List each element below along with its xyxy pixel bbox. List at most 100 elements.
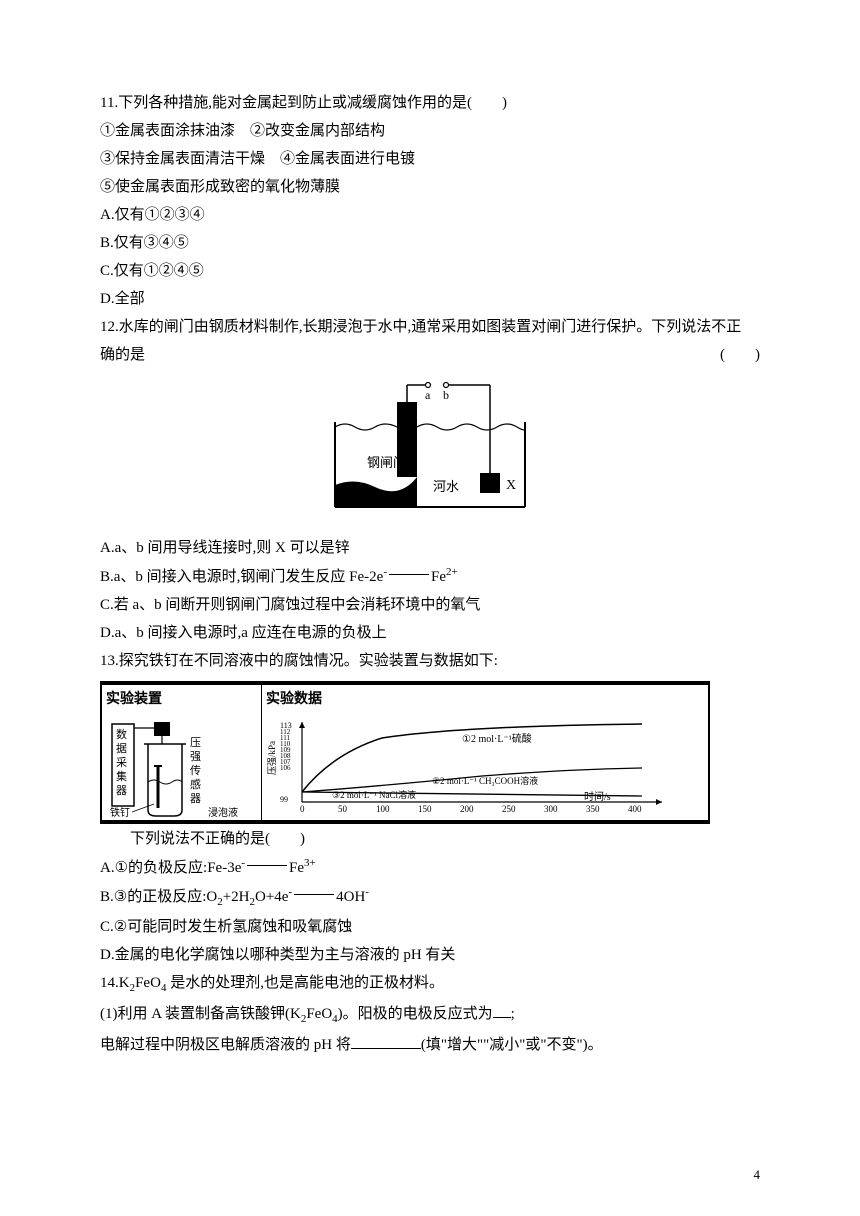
page-number: 4: [754, 1163, 761, 1186]
arrow-icon: [294, 894, 334, 895]
q11-opt1: ①金属表面涂抹油漆 ②改变金属内部结构: [100, 118, 760, 145]
svg-text:钢闸门: 钢闸门: [367, 455, 406, 470]
text: 实验装置: [106, 692, 162, 707]
svg-text:压强/kPa: 压强/kPa: [267, 741, 277, 775]
svg-text:感: 感: [190, 778, 201, 791]
svg-text:器: 器: [190, 792, 201, 805]
svg-text:传: 传: [190, 764, 201, 777]
text: +2H: [223, 889, 250, 905]
sup: -: [288, 886, 292, 898]
svg-text:压: 压: [190, 736, 201, 749]
text: C.仅有①②④⑤: [100, 263, 204, 279]
svg-text:②2 mol·L⁻¹ CH₃COOH溶液: ②2 mol·L⁻¹ CH₃COOH溶液: [432, 775, 538, 786]
q12-figure: a b 钢闸门 河水 X: [100, 377, 760, 527]
svg-text:b: b: [443, 388, 449, 402]
text: 14.K: [100, 975, 130, 991]
text: O+4e: [255, 889, 288, 905]
q13-b: B.③的正极反应:O2+2H2O+4e-4OH-: [100, 883, 760, 913]
q12-c: C.若 a、b 间断开则钢闸门腐蚀过程中会消耗环境中的氧气: [100, 592, 760, 619]
q11-d: D.全部: [100, 286, 760, 313]
q11-stem: 11.下列各种措施,能对金属起到防止或减缓腐蚀作用的是( ): [100, 90, 760, 117]
sup: -: [241, 857, 245, 869]
text: C.若 a、b 间断开则钢闸门腐蚀过程中会消耗环境中的氧气: [100, 597, 480, 613]
text: ①金属表面涂抹油漆 ②改变金属内部结构: [100, 123, 385, 139]
q12-a: A.a、b 间用导线连接时,则 X 可以是锌: [100, 535, 760, 562]
text: 11.下列各种措施,能对金属起到防止或减缓腐蚀作用的是( ): [100, 95, 507, 111]
svg-text:浸泡液: 浸泡液: [208, 806, 238, 819]
text: A.①的负极反应:Fe-3e: [100, 860, 241, 876]
text: 实验数据: [266, 692, 322, 707]
svg-text:350: 350: [586, 804, 600, 814]
text: FeO: [306, 1006, 332, 1022]
q11-opt2: ③保持金属表面清洁干燥 ④金属表面进行电镀: [100, 146, 760, 173]
svg-text:时间/s: 时间/s: [584, 790, 611, 803]
table-header-right: 实验数据: [262, 685, 708, 714]
q13-stem: 13.探究铁钉在不同溶液中的腐蚀情况。实验装置与数据如下:: [100, 648, 760, 675]
svg-text:X: X: [506, 478, 516, 493]
q13-figure: 实验装置 数 据 采 集 器: [100, 681, 760, 824]
text: A.仅有①②③④: [100, 207, 205, 223]
q11-b: B.仅有③④⑤: [100, 230, 760, 257]
text: 4: [754, 1167, 761, 1182]
q12-stem2: 确的是 ( ): [100, 342, 760, 369]
svg-text:0: 0: [300, 804, 305, 814]
svg-text:河水: 河水: [433, 479, 459, 494]
q12-d: D.a、b 间接入电源时,a 应连在电源的负极上: [100, 620, 760, 647]
text: 是水的处理剂,也是高能电池的正极材料。: [166, 975, 444, 991]
text: 确的是: [100, 342, 145, 369]
svg-text:强: 强: [190, 751, 201, 763]
sup: 2+: [446, 566, 458, 578]
text: (1)利用 A 装置制备高铁酸钾(K: [100, 1006, 301, 1022]
q13-a: A.①的负极反应:Fe-3e- Fe3+: [100, 854, 760, 882]
blank-input[interactable]: [351, 1031, 421, 1049]
text: ③保持金属表面清洁干燥 ④金属表面进行电镀: [100, 151, 415, 167]
svg-text:器: 器: [116, 784, 127, 797]
svg-text:50: 50: [338, 804, 348, 814]
arrow-icon: [389, 574, 429, 575]
text: FeO: [135, 975, 161, 991]
svg-text:采: 采: [116, 756, 127, 769]
text: )。阳极的电极反应式为: [338, 1006, 493, 1022]
q11-opt3: ⑤使金属表面形成致密的氧化物薄膜: [100, 174, 760, 201]
svg-text:106: 106: [280, 764, 291, 772]
svg-text:200: 200: [460, 804, 474, 814]
text: B.仅有③④⑤: [100, 235, 189, 251]
text: B.a、b 间接入电源时,钢闸门发生反应 Fe-2e: [100, 569, 383, 585]
q12-stem: 12.水库的闸门由钢质材料制作,长期浸泡于水中,通常采用如图装置对闸门进行保护。…: [100, 314, 760, 341]
q14-p1: (1)利用 A 装置制备高铁酸钾(K2FeO4)。阳极的电极反应式为;: [100, 1000, 760, 1030]
text: A.a、b 间用导线连接时,则 X 可以是锌: [100, 540, 350, 556]
q11-c: C.仅有①②④⑤: [100, 258, 760, 285]
q11-a: A.仅有①②③④: [100, 202, 760, 229]
q12-b: B.a、b 间接入电源时,钢闸门发生反应 Fe-2e- Fe2+: [100, 563, 760, 591]
text: D.全部: [100, 291, 145, 307]
q13-follow: 下列说法不正确的是( ): [100, 826, 760, 853]
text: D.a、b 间接入电源时,a 应连在电源的负极上: [100, 625, 387, 641]
text: C.②可能同时发生析氢腐蚀和吸氧腐蚀: [100, 919, 352, 935]
text: Fe: [289, 860, 304, 876]
svg-text:③2 mol·L⁻¹ NaCl溶液: ③2 mol·L⁻¹ NaCl溶液: [332, 789, 416, 800]
text: Fe: [431, 569, 446, 585]
q14-stem: 14.K2FeO4 是水的处理剂,也是高能电池的正极材料。: [100, 970, 760, 999]
table-header-left: 实验装置: [102, 685, 261, 714]
svg-text:99: 99: [280, 795, 288, 804]
text: B.③的正极反应:O: [100, 889, 217, 905]
blank-input[interactable]: [493, 1000, 511, 1018]
svg-text:集: 集: [116, 769, 127, 783]
svg-text:据: 据: [116, 741, 127, 755]
sup: 3+: [304, 857, 316, 869]
text: 下列说法不正确的是( ): [130, 831, 305, 847]
text: ( ): [720, 342, 760, 369]
text: 4OH: [336, 889, 365, 905]
sup: -: [383, 566, 387, 578]
svg-text:数: 数: [116, 728, 127, 741]
sup: -: [365, 886, 369, 898]
text: 12.水库的闸门由钢质材料制作,长期浸泡于水中,通常采用如图装置对闸门进行保护。…: [100, 319, 741, 335]
q14-p2: 电解过程中阴极区电解质溶液的 pH 将(填"增大""减小"或"不变")。: [100, 1031, 760, 1059]
svg-text:400: 400: [628, 804, 642, 814]
svg-text:①2 mol·L⁻¹硫酸: ①2 mol·L⁻¹硫酸: [462, 732, 532, 745]
svg-text:300: 300: [544, 804, 558, 814]
text: 电解过程中阴极区电解质溶液的 pH 将: [100, 1037, 351, 1053]
text: ⑤使金属表面形成致密的氧化物薄膜: [100, 179, 340, 195]
q13-c: C.②可能同时发生析氢腐蚀和吸氧腐蚀: [100, 914, 760, 941]
text: D.金属的电化学腐蚀以哪种类型为主与溶液的 pH 有关: [100, 947, 455, 963]
